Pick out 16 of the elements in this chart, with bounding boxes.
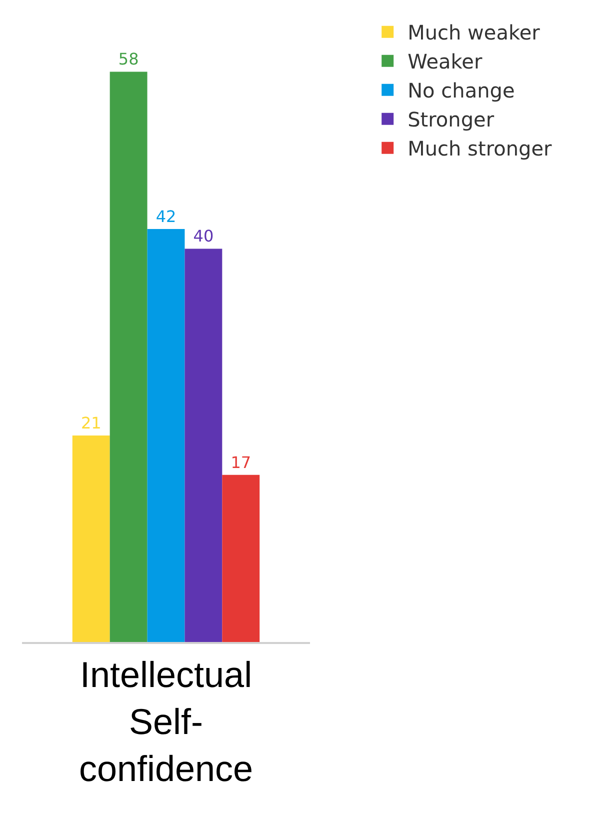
data-label: 58 [118,50,139,69]
legend-label: Much weaker [408,20,541,45]
bar [184,248,222,642]
x-tick-label: Intellectual Self-confidence [78,654,254,789]
bar [72,436,110,642]
data-label: 21 [80,414,102,433]
legend-label: Stronger [408,108,495,132]
legend-label: No change [408,78,515,103]
data-label: 17 [230,452,252,472]
bar [110,72,148,642]
data-label: 42 [156,207,176,226]
bar [147,229,185,642]
data-label: 40 [193,226,214,246]
legend-label: Weaker [408,50,483,74]
legend-label: Much stronger [408,136,553,161]
bar [222,474,260,642]
